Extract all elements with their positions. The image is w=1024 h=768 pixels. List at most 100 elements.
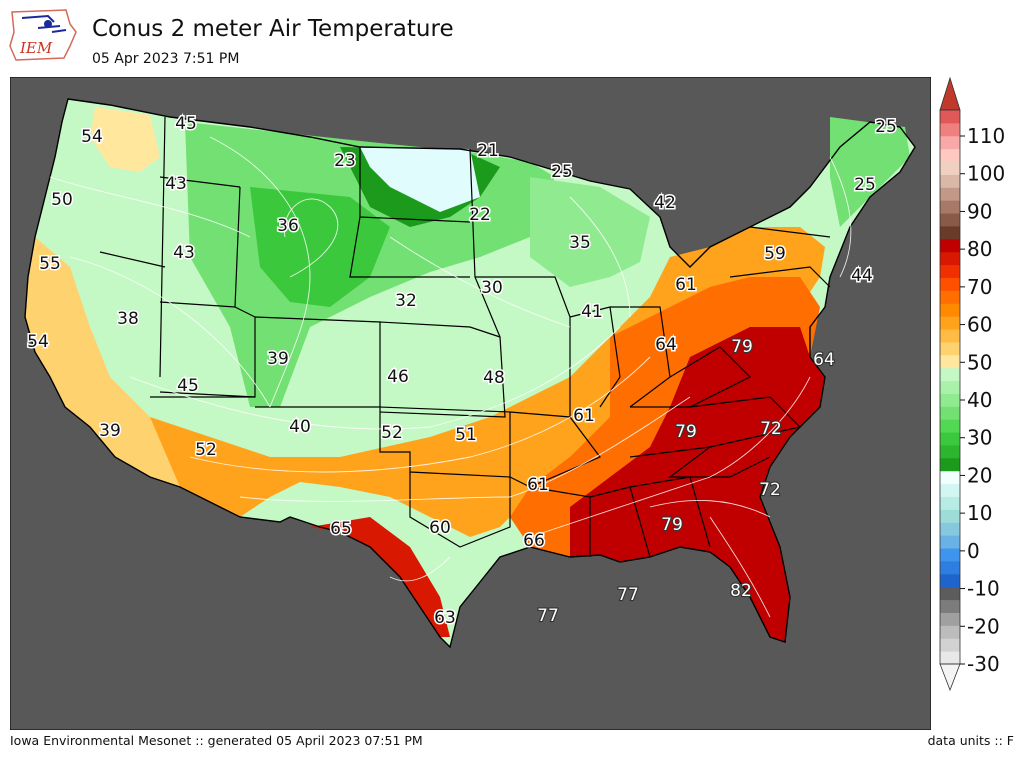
colorbar-band [940,225,960,240]
colorbar-tick-label: -20 [967,614,1000,638]
colorbar-top-arrow [939,76,961,111]
temperature-value-label: 21 [477,141,499,161]
colorbar-tick-label: 40 [967,388,992,412]
temperature-value-label: 63 [434,608,456,628]
colorbar-tick-label: 10 [967,501,992,525]
temperature-value-label: 45 [177,376,199,396]
temperature-value-label: 45 [175,114,197,134]
colorbar-tick-label: -10 [967,577,1000,601]
temperature-value-label: 25 [854,175,876,195]
colorbar-band [940,290,960,304]
colorbar-band [940,393,960,407]
colorbar-band [940,457,960,472]
colorbar-band [940,483,960,498]
colorbar-band [940,161,960,175]
temperature-value-label: 39 [99,421,121,441]
colorbar-tick-label: 30 [967,426,992,450]
temperature-colorbar: 110 100 90 80 70 60 50 40 30 20 10 0 -10 -20 -30 [936,76,1024,696]
colorbar-tick-label: 70 [967,275,992,299]
temperature-value-label: 55 [39,254,61,274]
colorbar-band [940,277,960,291]
temperature-value-label: 72 [759,480,781,500]
temperature-value-label: 50 [51,190,73,210]
temperature-value-label: 61 [675,275,697,295]
colorbar-band [940,135,960,150]
map-title: Conus 2 meter Air Temperature [92,16,454,42]
temperature-value-label: 79 [731,337,753,357]
iem-logo: IEM [8,6,78,64]
temperature-value-label: 72 [760,419,782,439]
temperature-region-0 [90,107,160,172]
colorbar-band [940,638,960,652]
colorbar-tick-label: 90 [967,199,992,223]
colorbar-band [940,470,960,485]
temperature-value-label: 77 [617,585,639,605]
colorbar-tick-label: 20 [967,463,992,487]
colorbar-band [940,238,960,253]
colorbar-band [940,316,960,330]
temperature-value-label: 36 [277,216,299,236]
temperature-value-label: 54 [81,127,103,147]
colorbar-band [940,329,960,343]
colorbar-band [940,367,960,382]
temperature-value-label: 23 [334,151,356,171]
colorbar-band [940,612,960,626]
temperature-value-label: 32 [395,291,417,311]
temperature-value-label: 22 [469,205,491,225]
footer-units: data units :: F [927,733,1014,748]
colorbar-band [940,432,960,446]
colorbar-band [940,651,960,665]
temperature-value-label: 35 [569,233,591,253]
temperature-value-label: 39 [267,349,289,369]
colorbar-band [940,354,960,369]
colorbar-band [940,380,960,394]
colorbar-band [940,560,960,575]
colorbar-band [940,148,960,163]
temperature-value-label: 54 [27,332,49,352]
colorbar-band [940,200,960,214]
colorbar-band [940,213,960,227]
temperature-value-label: 77 [537,606,559,626]
temperature-region-6 [830,117,910,227]
temperature-value-label: 30 [481,278,503,298]
colorbar-tick-label: 80 [967,237,992,261]
logo-text: IEM [19,39,53,57]
colorbar-band [940,496,960,510]
temperature-value-label: 46 [387,367,409,387]
colorbar-tick-label: -30 [967,652,1000,676]
temperature-value-label: 79 [661,515,683,535]
temperature-map: 54 45 21 23 25 25 25 43 50 22 42 36 35 59 43 55 44 32 30 61… [10,77,931,730]
colorbar-band [940,548,960,562]
colorbar-tick-label: 0 [967,539,980,563]
temperature-value-label: 52 [381,423,403,443]
temperature-region-7 [25,237,210,497]
temperature-value-label: 40 [289,417,311,437]
temperature-value-label: 82 [730,581,752,601]
temperature-value-label: 42 [654,193,676,213]
colorbar-band [940,586,960,601]
colorbar-tick-label: 100 [967,162,1005,186]
temperature-value-label: 79 [675,422,697,442]
colorbar-band [940,187,960,201]
temperature-value-label: 65 [330,519,352,539]
temperature-value-label: 51 [455,425,477,445]
colorbar-bottom-arrow [939,663,961,692]
temperature-region-8 [150,227,825,537]
temperature-value-label: 41 [581,302,603,322]
temperature-value-label: 43 [165,174,187,194]
temperature-value-label: 64 [655,335,677,355]
temperature-value-label: 38 [117,309,139,329]
colorbar-band [940,573,960,588]
footer-credit: Iowa Environmental Mesonet :: generated … [10,733,423,748]
temperature-value-label: 61 [573,406,595,426]
temperature-value-label: 44 [851,266,873,286]
colorbar-band [940,341,960,356]
colorbar-band [940,174,960,188]
temperature-region-4 [360,147,480,212]
colorbar-band [940,406,960,420]
temperature-value-label: 66 [523,531,545,551]
colorbar-band [940,251,960,266]
colorbar-band [940,509,960,523]
temperature-value-label: 52 [195,440,217,460]
temperature-value-label: 60 [429,518,451,538]
